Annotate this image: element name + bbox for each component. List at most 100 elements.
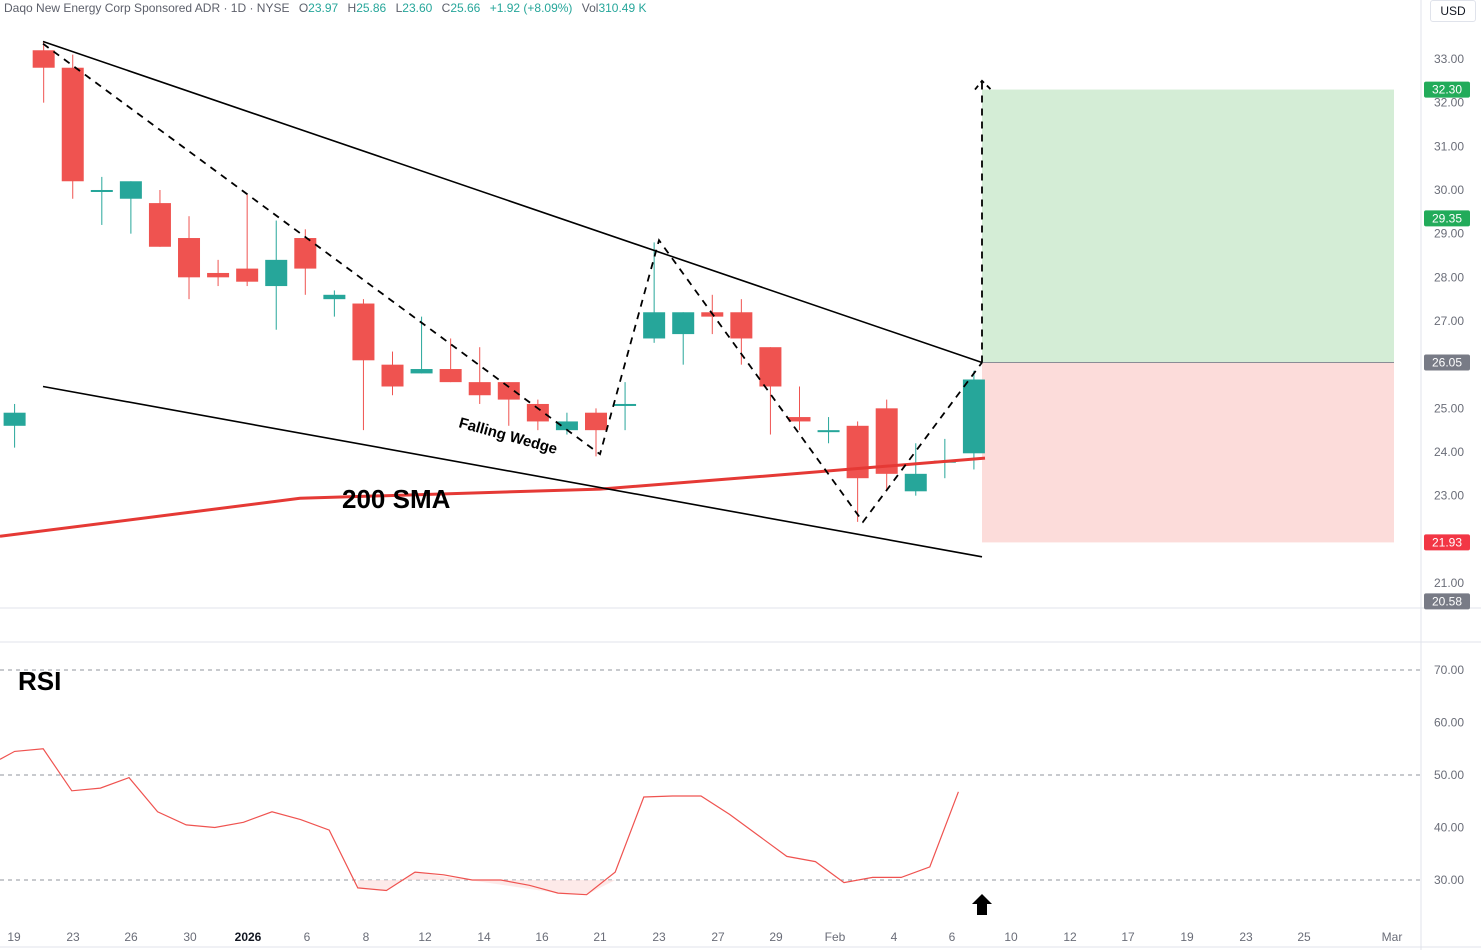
candle-body [323, 294, 346, 300]
close-label: C [441, 1, 451, 15]
candle-body [148, 203, 171, 247]
candle [585, 408, 607, 457]
stop-zone [982, 362, 1394, 543]
candle-body [526, 403, 549, 422]
candle-body [672, 312, 695, 335]
candle-body [439, 369, 462, 383]
time-tick-label: 12 [418, 930, 432, 944]
time-tick-label: 6 [949, 930, 956, 944]
candle-body [207, 272, 230, 278]
high-value: 25.86 [356, 1, 387, 15]
sma-200-line [0, 456, 986, 538]
rsi-panel [0, 748, 959, 896]
time-tick-label: 21 [593, 930, 607, 944]
price-tick-label: 27.00 [1434, 314, 1464, 328]
time-tick-label: 14 [477, 930, 491, 944]
candle-body [294, 238, 317, 269]
price-tick-label: 32.00 [1434, 96, 1464, 110]
candle-body [90, 189, 113, 192]
projection-arrowhead [974, 79, 992, 91]
candle-body [32, 50, 55, 68]
symbol-header: Daqo New Energy Corp Sponsored ADR · 1D … [4, 1, 647, 15]
symbol-title: Daqo New Energy Corp Sponsored ADR · 1D … [4, 1, 290, 15]
price-tick-label: 28.00 [1434, 270, 1464, 284]
candle [526, 399, 549, 431]
time-tick-label: 4 [891, 930, 898, 944]
candle [439, 338, 462, 383]
time-tick-label: 17 [1121, 930, 1135, 944]
candle [90, 176, 113, 225]
time-tick-label: Mar [1382, 930, 1403, 944]
time-tick-label: 8 [363, 930, 370, 944]
candle-body [381, 364, 404, 387]
price-badge-bg [1424, 81, 1470, 98]
candle [904, 443, 927, 496]
price-badge: 32.30 [1424, 81, 1470, 98]
price-badge-bg [1424, 354, 1470, 371]
annotations: 200 SMA Falling Wedge RSI [18, 414, 992, 915]
price-badge-bg [1424, 210, 1470, 227]
candle [61, 54, 84, 199]
price-tick-label: 25.00 [1434, 401, 1464, 415]
candle-body [555, 421, 578, 431]
candle [236, 194, 259, 287]
price-badge-label: 21.93 [1432, 535, 1462, 549]
candle-body [817, 430, 840, 433]
price-badge-label: 32.30 [1432, 83, 1462, 97]
time-tick-label: 27 [711, 930, 725, 944]
price-axis: 21.0022.0023.0024.0025.0026.0027.0028.00… [1424, 52, 1470, 887]
rsi-tick-label: 50.00 [1434, 768, 1464, 782]
price-badge-bg [1424, 534, 1470, 551]
candle-body [614, 403, 637, 406]
candle [323, 290, 346, 317]
high-label: H [347, 1, 357, 15]
rsi-tick-label: 70.00 [1434, 663, 1464, 677]
candle [497, 382, 520, 426]
rsi-oversold-fill [357, 872, 616, 895]
up-arrow-icon [972, 894, 992, 915]
price-badge: 29.35 [1424, 210, 1470, 227]
low-value: 23.60 [402, 1, 433, 15]
candle [468, 347, 491, 404]
candle-body [352, 303, 375, 361]
candle [32, 41, 55, 103]
time-tick-label: 19 [1180, 930, 1194, 944]
candlestick-series [3, 41, 985, 522]
candle-body [236, 268, 259, 282]
price-tick-label: 33.00 [1434, 52, 1464, 66]
rsi-tick-label: 60.00 [1434, 716, 1464, 730]
time-tick-label: 30 [183, 930, 197, 944]
candle [265, 220, 288, 330]
candle [207, 259, 230, 287]
time-tick-label: 29 [769, 930, 783, 944]
candle-body [875, 408, 898, 474]
change-value: +1.92 (+8.09%) [489, 1, 573, 15]
price-tick-label: 23.00 [1434, 489, 1464, 503]
time-tick-label: 19 [7, 930, 21, 944]
candle-body [643, 312, 666, 339]
candle [410, 316, 433, 374]
candle [788, 386, 811, 431]
candle [381, 351, 404, 396]
time-tick-label: 2026 [235, 930, 262, 944]
candle-body [759, 347, 782, 387]
sma-line [0, 456, 986, 538]
time-tick-label: 6 [304, 930, 311, 944]
candle [759, 347, 782, 435]
price-badge-label: 26.05 [1432, 355, 1462, 369]
price-tick-label: 31.00 [1434, 139, 1464, 153]
time-tick-label: 25 [1297, 930, 1311, 944]
price-tick-label: 24.00 [1434, 445, 1464, 459]
price-badge: 21.93 [1424, 534, 1470, 551]
candle [3, 403, 26, 448]
candle [846, 421, 869, 522]
time-tick-label: 16 [535, 930, 549, 944]
time-tick-label: 23 [66, 930, 80, 944]
candle [933, 438, 956, 479]
rsi-tick-label: 40.00 [1434, 821, 1464, 835]
candle [178, 216, 201, 300]
candle-body [962, 379, 985, 454]
currency-button[interactable]: USD [1430, 0, 1476, 22]
